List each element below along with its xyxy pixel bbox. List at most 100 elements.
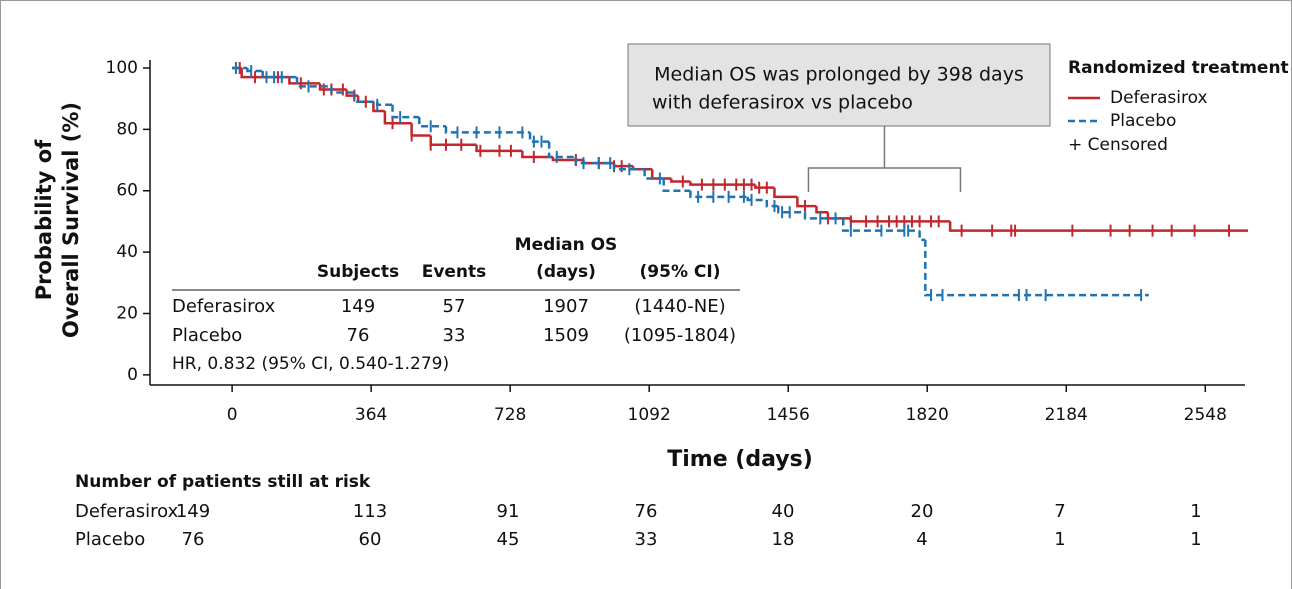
survival-step: [826, 212, 851, 220]
summary-header: Median OS: [515, 235, 618, 255]
risk-count: 76: [635, 501, 658, 522]
risk-count: 60: [359, 529, 382, 550]
survival-step: [815, 206, 828, 214]
x-axis-title: Time (days): [667, 447, 813, 472]
risk-name: Placebo: [75, 529, 145, 550]
summary-cell: 1509: [543, 325, 589, 346]
y-axis-title: Probability of: [32, 139, 56, 300]
summary-cell: 1907: [543, 296, 589, 317]
survival-step: [643, 169, 664, 180]
survival-step: [841, 218, 920, 232]
annotation: with deferasirox vs placebo: [652, 92, 913, 114]
survival-step: [288, 77, 320, 85]
survival-step: [765, 199, 779, 208]
risk-title: Number of patients still at risk: [75, 472, 371, 492]
y-tick-label: 0: [127, 365, 138, 385]
survival-step: [261, 71, 298, 79]
x-tick-label: 2184: [1045, 405, 1088, 425]
summary-header: (95% CI): [640, 262, 721, 282]
y-tick-label: 100: [106, 58, 138, 78]
survival-step: [444, 126, 531, 134]
survival-step: [803, 212, 844, 220]
x-tick-label: 0: [227, 405, 238, 425]
risk-count: 76: [182, 529, 205, 550]
legend-label: Placebo: [1110, 111, 1176, 131]
risk-count: 91: [497, 501, 520, 522]
survival-step: [796, 196, 817, 208]
summary-header: Events: [422, 262, 487, 282]
legend-censored: + Censored: [1068, 135, 1168, 155]
summary-header: Subjects: [317, 262, 399, 282]
summary-header: (days): [536, 262, 596, 282]
y-tick-label: 20: [116, 303, 138, 323]
risk-name: Deferasirox: [75, 501, 179, 522]
survival-step: [650, 169, 672, 180]
survival-step: [746, 196, 767, 202]
x-tick-label: 2548: [1184, 405, 1227, 425]
survival-step: [330, 86, 355, 94]
survival-step: [418, 117, 446, 128]
summary-cell: 57: [443, 296, 466, 317]
annotation: Median OS was prolonged by 398 days: [654, 64, 1024, 86]
summary-name: Deferasirox: [172, 296, 276, 317]
survival-step: [391, 104, 420, 119]
survival-step: [612, 163, 645, 171]
survival-step: [547, 141, 576, 159]
survival-step: [924, 239, 1149, 297]
risk-count: 18: [772, 529, 795, 550]
summary-name: Placebo: [172, 325, 242, 346]
y-tick-label: 80: [116, 119, 138, 139]
summary-cell: (1095-1804): [624, 325, 736, 346]
x-tick-label: 1456: [767, 405, 810, 425]
survival-step: [689, 181, 756, 186]
survival-step: [475, 144, 523, 153]
y-tick-label: 40: [116, 242, 138, 262]
survival-step: [383, 110, 412, 125]
risk-count: 7: [1054, 501, 1065, 522]
survival-step: [528, 132, 550, 143]
annotation-box: [627, 43, 1051, 127]
risk-count: 40: [772, 501, 795, 522]
y-axis-title: Overall Survival (%): [59, 102, 83, 338]
survival-step: [295, 77, 332, 88]
y-tick-label: 60: [116, 181, 138, 201]
summary-cell: 76: [347, 325, 370, 346]
risk-count: 113: [353, 501, 387, 522]
risk-count: 33: [635, 529, 658, 550]
legend-label: Deferasirox: [1110, 88, 1208, 108]
survival-step: [551, 156, 584, 162]
survival-step: [670, 178, 691, 183]
risk-count: 1: [1190, 501, 1201, 522]
summary-cell: 33: [443, 325, 466, 346]
risk-count: 149: [176, 501, 210, 522]
survival-step: [948, 221, 1249, 232]
summary-cell: (1440-NE): [634, 296, 725, 317]
risk-count: 45: [497, 529, 520, 550]
x-tick-label: 728: [494, 405, 526, 425]
x-tick-label: 1820: [906, 405, 949, 425]
survival-step: [754, 184, 775, 189]
summary-cell: 149: [341, 296, 375, 317]
risk-count: 1: [1190, 529, 1201, 550]
survival-step: [773, 187, 798, 199]
survival-step: [918, 230, 926, 242]
survival-step: [246, 67, 263, 73]
survival-step: [429, 135, 477, 146]
median-bracket: [807, 126, 962, 192]
x-tick-label: 364: [355, 405, 387, 425]
survival-step: [662, 178, 691, 192]
survival-step: [521, 150, 553, 159]
survival-step: [574, 156, 615, 165]
survival-step: [353, 92, 378, 103]
survival-step: [318, 83, 347, 91]
risk-count: 1: [1054, 529, 1065, 550]
survival-step: [376, 101, 393, 107]
risk-count: 20: [911, 501, 934, 522]
risk-count: 4: [916, 529, 927, 550]
survival-step: [372, 101, 385, 113]
legend-title: Randomized treatment: [1068, 58, 1289, 78]
hazard-ratio: HR, 0.832 (95% CI, 0.540-1.279): [172, 354, 449, 374]
x-tick-label: 1092: [628, 405, 671, 425]
survival-step: [777, 206, 806, 214]
